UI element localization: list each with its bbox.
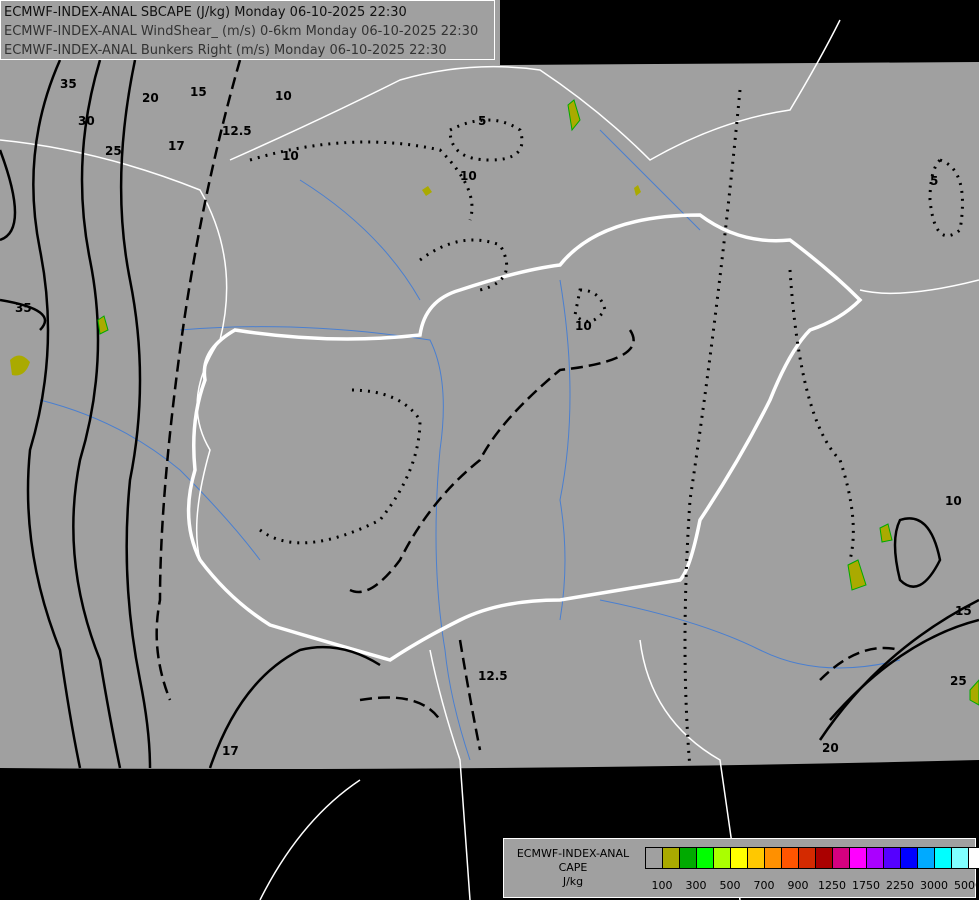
legend-tick-label: 3000 bbox=[920, 879, 948, 892]
title-bunkers: ECMWF-INDEX-ANAL Bunkers Right (m/s) Mon… bbox=[4, 43, 447, 58]
contour-labels: 35 30 25 20 17 15 12.5 10 5 10 10 5 10 1… bbox=[15, 77, 972, 758]
legend-swatch bbox=[748, 848, 765, 868]
contour-label: 15 bbox=[955, 604, 972, 618]
contour-label: 30 bbox=[78, 114, 95, 128]
legend-tick-label: 2250 bbox=[886, 879, 914, 892]
legend-title: ECMWF-INDEX-ANAL CAPE J/kg bbox=[508, 847, 638, 889]
contour-label: 10 bbox=[460, 169, 477, 183]
legend-swatch bbox=[697, 848, 714, 868]
legend-swatch bbox=[850, 848, 867, 868]
contour-label: 10 bbox=[282, 149, 299, 163]
legend-swatch bbox=[663, 848, 680, 868]
contour-label: 17 bbox=[168, 139, 185, 153]
legend-tick-label: 5000 bbox=[954, 879, 979, 892]
legend-swatch bbox=[714, 848, 731, 868]
contour-label: 5 bbox=[930, 174, 938, 188]
legend-swatch bbox=[867, 848, 884, 868]
legend-model: ECMWF-INDEX-ANAL bbox=[516, 847, 630, 860]
legend-tick-label: 700 bbox=[753, 879, 775, 892]
contour-label: 10 bbox=[945, 494, 962, 508]
contour-label: 25 bbox=[950, 674, 967, 688]
contour-label: 35 bbox=[60, 77, 77, 91]
cape-shading bbox=[10, 99, 979, 706]
legend-swatch bbox=[901, 848, 918, 868]
contour-label: 12.5 bbox=[222, 124, 252, 138]
bunkers-contours-dotted bbox=[249, 89, 964, 769]
legend-swatch bbox=[765, 848, 782, 868]
legend-tick-label: 900 bbox=[787, 879, 809, 892]
legend-tick-label: 500 bbox=[719, 879, 741, 892]
legend-variable: CAPE bbox=[558, 861, 588, 874]
legend-swatch bbox=[731, 848, 748, 868]
contour-label: 10 bbox=[275, 89, 292, 103]
legend-tick-label: 100 bbox=[651, 879, 673, 892]
legend-swatch bbox=[918, 848, 935, 868]
cape-legend: ECMWF-INDEX-ANAL CAPE J/kg 100 300 500 700 9… bbox=[503, 838, 979, 898]
contour-label: 17 bbox=[222, 744, 239, 758]
contour-label: 12.5 bbox=[478, 669, 508, 683]
contour-label: 10 bbox=[575, 319, 592, 333]
legend-tick-label: 300 bbox=[685, 879, 707, 892]
contour-label: 25 bbox=[105, 144, 122, 158]
legend-swatch bbox=[782, 848, 799, 868]
legend-tick-label: 1250 bbox=[818, 879, 846, 892]
contour-label: 5 bbox=[478, 114, 486, 128]
contour-label: 15 bbox=[190, 85, 207, 99]
rivers bbox=[39, 129, 901, 761]
legend-swatch bbox=[969, 848, 979, 868]
country-borders bbox=[0, 19, 979, 900]
legend-swatch bbox=[884, 848, 901, 868]
legend-swatch bbox=[680, 848, 697, 868]
title-windshear: ECMWF-INDEX-ANAL WindShear_ (m/s) 0-6km … bbox=[4, 24, 479, 39]
legend-swatch bbox=[799, 848, 816, 868]
legend-swatch bbox=[935, 848, 952, 868]
legend-swatch bbox=[833, 848, 850, 868]
legend-unit: J/kg bbox=[562, 875, 584, 888]
contour-label: 20 bbox=[822, 741, 839, 755]
map-title-box: ECMWF-INDEX-ANAL SBCAPE (J/kg) Monday 06… bbox=[0, 0, 495, 60]
legend-swatch bbox=[952, 848, 969, 868]
shear-contours-solid bbox=[0, 59, 979, 769]
contour-label: 35 bbox=[15, 301, 32, 315]
hungary-border bbox=[186, 213, 863, 662]
legend-tick-label: 1750 bbox=[852, 879, 880, 892]
model-domain bbox=[0, 0, 979, 769]
shear-contours-dashed bbox=[155, 59, 901, 751]
legend-color-scale bbox=[645, 847, 979, 869]
contour-label: 20 bbox=[142, 91, 159, 105]
legend-swatch bbox=[646, 848, 663, 868]
legend-swatch bbox=[816, 848, 833, 868]
title-sbcape: ECMWF-INDEX-ANAL SBCAPE (J/kg) Monday 06… bbox=[4, 5, 407, 20]
